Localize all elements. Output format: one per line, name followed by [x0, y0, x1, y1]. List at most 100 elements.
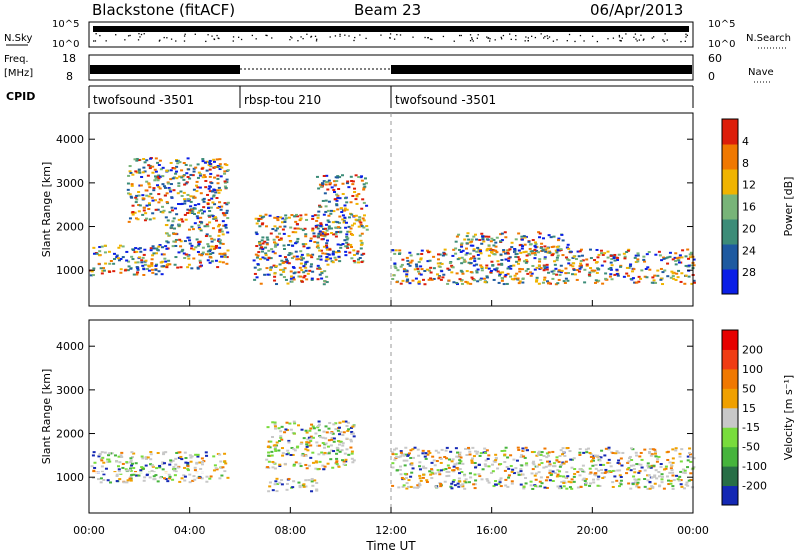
- power-echo-cell: [632, 268, 636, 271]
- power-echo-cell: [656, 269, 660, 272]
- nsky-point: [166, 37, 168, 39]
- velocity-echo-cell: [205, 480, 209, 483]
- power-echo-cell: [325, 244, 329, 247]
- power-echo-cell: [556, 249, 560, 252]
- velocity-echo-cell: [671, 457, 675, 460]
- power-echo-cell: [269, 266, 273, 269]
- velocity-echo-cell: [212, 455, 216, 458]
- velocity-echo-cell: [570, 478, 574, 481]
- velocity-echo-cell: [524, 446, 528, 449]
- velocity-echo-cell: [410, 471, 414, 474]
- power-echo-cell: [323, 280, 327, 283]
- power-echo-cell: [184, 253, 188, 256]
- power-echo-cell: [553, 263, 557, 266]
- power-echo-cell: [112, 252, 116, 255]
- power-echo-cell: [674, 263, 678, 266]
- velocity-echo-cell: [494, 457, 498, 460]
- power-echo-cell: [202, 210, 206, 213]
- power-echo-cell: [223, 202, 227, 205]
- nsky-point: [217, 37, 219, 39]
- velocity-echo-cell: [669, 467, 673, 470]
- power-echo-cell: [217, 223, 221, 226]
- velocity-echo-cell: [430, 477, 434, 480]
- power-echo-cell: [669, 276, 673, 279]
- power-echo-cell: [483, 281, 487, 284]
- power-echo-cell: [521, 277, 525, 280]
- velocity-echo-cell: [321, 464, 325, 467]
- velocity-echo-cell: [637, 463, 641, 466]
- power-echo-cell: [347, 216, 351, 219]
- power-echo-cell: [527, 240, 531, 243]
- velocity-echo-cell: [681, 468, 685, 471]
- velocity-echo-cell: [689, 472, 693, 475]
- velocity-echo-cell: [521, 473, 525, 476]
- velocity-echo-cell: [273, 423, 277, 426]
- power-echo-cell: [301, 257, 305, 260]
- power-echo-cell: [199, 173, 203, 176]
- velocity-echo-cell: [169, 460, 173, 463]
- power-echo-cell: [625, 272, 629, 275]
- power-echo-cell: [479, 277, 483, 280]
- power-echo-cell: [498, 273, 502, 276]
- power-echo-cell: [361, 217, 365, 220]
- velocity-echo-cell: [418, 461, 422, 464]
- power-echo-cell: [627, 248, 631, 251]
- power-echo-cell: [325, 229, 329, 232]
- velocity-echo-cell: [99, 477, 103, 480]
- velocity-echo-cell: [692, 466, 696, 469]
- power-echo-cell: [318, 205, 322, 208]
- velocity-echo-cell: [486, 479, 490, 482]
- power-echo-cell: [348, 230, 352, 233]
- power-echo-cell: [285, 258, 289, 261]
- velocity-echo-cell: [307, 479, 311, 482]
- power-echo-cell: [211, 201, 215, 204]
- velocity-echo-cell: [335, 461, 339, 464]
- velocity-echo-cell: [317, 423, 321, 426]
- nsky-point: [365, 37, 367, 40]
- velocity-echo-cell: [337, 465, 341, 468]
- power-echo-cell: [191, 228, 195, 231]
- power-echo-cell: [171, 167, 175, 170]
- power-echo-cell: [555, 256, 559, 259]
- velocity-echo-cell: [570, 487, 574, 490]
- power-echo-cell: [401, 258, 405, 261]
- velocity-echo-cell: [666, 458, 670, 461]
- velocity-colorbar-swatch: [722, 388, 738, 409]
- velocity-echo-cell: [275, 441, 279, 444]
- power-echo-cell: [336, 196, 340, 199]
- velocity-echo-cell: [503, 449, 507, 452]
- nsky-point: [547, 37, 549, 40]
- power-echo-cell: [332, 233, 336, 236]
- velocity-echo-cell: [306, 449, 310, 452]
- velocity-echo-cell: [129, 465, 133, 468]
- velocity-echo-cell: [273, 427, 277, 430]
- power-echo-cell: [473, 260, 477, 263]
- power-echo-cell: [136, 261, 140, 264]
- velocity-echo-cell: [423, 455, 427, 458]
- velocity-echo-cell: [545, 486, 549, 489]
- velocity-echo-cell: [547, 460, 551, 463]
- power-echo-cell: [673, 256, 677, 259]
- power-echo-cell: [127, 220, 131, 223]
- power-echo-cell: [138, 247, 142, 250]
- velocity-echo-cell: [468, 472, 472, 475]
- velocity-colorbar-swatch: [722, 466, 738, 487]
- power-echo-cell: [541, 237, 545, 240]
- power-echo-cell: [346, 237, 350, 240]
- velocity-echo-cell: [678, 475, 682, 478]
- power-echo-cell: [180, 250, 184, 253]
- power-echo-cell: [409, 254, 413, 257]
- velocity-echo-cell: [596, 454, 600, 457]
- power-echo-cell: [179, 203, 183, 206]
- velocity-echo-cell: [430, 468, 434, 471]
- power-echo-cell: [334, 232, 338, 235]
- velocity-echo-cell: [602, 463, 606, 466]
- velocity-echo-cell: [311, 461, 315, 464]
- velocity-echo-cell: [572, 457, 576, 460]
- velocity-echo-cell: [499, 463, 503, 466]
- power-echo-cell: [262, 215, 266, 218]
- power-echo-cell: [487, 235, 491, 238]
- velocity-echo-cell: [176, 466, 180, 469]
- velocity-echo-cell: [417, 482, 421, 485]
